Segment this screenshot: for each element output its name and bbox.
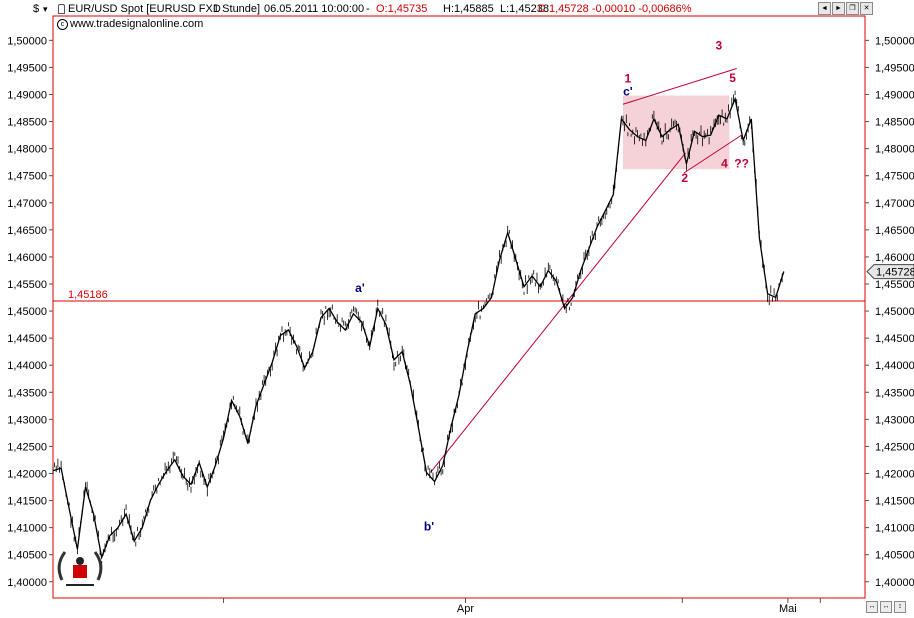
y-tick-label-left: 1,46000	[7, 252, 47, 264]
y-tick-label-right: 1,42500	[875, 441, 914, 453]
logo-square	[73, 565, 87, 578]
y-tick-label-right: 1,49500	[875, 62, 914, 74]
price-bars	[52, 90, 783, 567]
y-tick-label-right: 1,48500	[875, 117, 914, 129]
y-tick-label-right: 1,47000	[875, 198, 914, 210]
zoom-controls: ↔ ↔ ↕	[866, 601, 906, 613]
close-change-value: C:1,45728 -0,00010 -0,00686%	[538, 3, 692, 15]
wave-label: c'	[623, 85, 633, 99]
y-tick-label-left: 1,42000	[7, 468, 47, 480]
close-button[interactable]: ✕	[860, 2, 873, 15]
y-tick-label-left: 1,43500	[7, 387, 47, 399]
plot-frame	[52, 15, 866, 599]
separator: -	[366, 3, 370, 15]
trendline	[622, 68, 737, 105]
y-tick-label-left: 1,50000	[7, 35, 47, 47]
wave-label: 3	[715, 39, 722, 53]
window-controls: ◄ ► ❐ ✕	[818, 2, 873, 15]
y-tick-label-right: 1,43500	[875, 387, 914, 399]
reference-line-label: 1,45186	[68, 289, 108, 301]
instrument-name: EUR/USD Spot [EURUSD FXD	[68, 3, 221, 15]
y-tick-label-right: 1,45500	[875, 279, 914, 291]
wave-label: 2	[681, 171, 688, 185]
y-tick-label-left: 1,42500	[7, 441, 47, 453]
y-tick-label-right: 1,43000	[875, 414, 914, 426]
scroll-left-button[interactable]: ◄	[818, 2, 831, 15]
pan-horizontal-button[interactable]: ↔	[880, 601, 892, 613]
wave-label: 1	[625, 72, 632, 86]
y-tick-label-right: 1,50000	[875, 35, 914, 47]
trendline	[430, 152, 686, 473]
trendline	[683, 134, 742, 174]
wave-label: 4	[721, 157, 728, 171]
datetime-label: 06.05.2011 10:00:00	[264, 3, 365, 15]
source-label: www.tradesignalonline.com	[70, 18, 204, 30]
y-tick-label-left: 1,43000	[7, 414, 47, 426]
lock-icon	[58, 4, 65, 14]
y-tick-label-right: 1,44000	[875, 360, 914, 372]
interval-label: 1 Stunde]	[213, 3, 261, 15]
y-tick-label-left: 1,44500	[7, 333, 47, 345]
y-tick-label-left: 1,47000	[7, 198, 47, 210]
x-tick-label: Mai	[779, 603, 797, 615]
y-tick-label-right: 1,40000	[875, 577, 914, 589]
laurel-logo-icon	[57, 551, 103, 586]
y-tick-label-left: 1,49000	[7, 90, 47, 102]
y-tick-label-right: 1,41000	[875, 523, 914, 535]
y-tick-label-left: 1,46500	[7, 225, 47, 237]
y-tick-label-right: 1,49000	[875, 90, 914, 102]
open-value: O:1,45735	[376, 3, 428, 15]
y-tick-label-right: 1,46000	[875, 252, 914, 264]
y-tick-label-left: 1,44000	[7, 360, 47, 372]
y-tick-label-right: 1,42000	[875, 468, 914, 480]
y-tick-label-left: 1,48000	[7, 144, 47, 156]
y-tick-label-right: 1,40500	[875, 550, 914, 562]
y-tick-label-left: 1,41000	[7, 523, 47, 535]
y-tick-label-right: 1,46500	[875, 225, 914, 237]
y-tick-label-left: 1,49500	[7, 62, 47, 74]
scroll-right-button[interactable]: ►	[832, 2, 845, 15]
currency-symbol: $	[33, 3, 40, 15]
zoom-horizontal-button[interactable]: ↔	[866, 601, 878, 613]
y-tick-label-left: 1,47500	[7, 171, 47, 183]
y-tick-label-left: 1,40500	[7, 550, 47, 562]
laurel-left	[57, 551, 67, 581]
logo-head	[76, 557, 84, 565]
y-tick-label-left: 1,48500	[7, 117, 47, 129]
restore-button[interactable]: ❐	[846, 2, 859, 15]
zoom-vertical-button[interactable]: ↕	[894, 601, 906, 613]
y-tick-label-left: 1,41500	[7, 496, 47, 508]
laurel-right	[93, 551, 103, 581]
wave-label: a'	[355, 281, 365, 295]
last-price-marker	[866, 264, 914, 280]
y-tick-label-right: 1,41500	[875, 496, 914, 508]
y-tick-label-right: 1,45000	[875, 306, 914, 318]
y-tick-label-right: 1,44500	[875, 333, 914, 345]
consolidation-box	[623, 95, 730, 170]
y-tick-label-left: 1,40000	[7, 577, 47, 589]
wave-label: b'	[424, 519, 434, 533]
last-price-label: 1,45728	[876, 267, 914, 279]
wave-label: ??	[734, 157, 749, 171]
wave-label: 5	[729, 71, 736, 85]
y-tick-label-left: 1,45000	[7, 306, 47, 318]
dropdown-arrow-icon[interactable]: ▾	[43, 4, 48, 14]
y-tick-label-right: 1,48000	[875, 144, 914, 156]
low-value: L:1,45238	[500, 3, 549, 15]
y-tick-label-left: 1,45500	[7, 279, 47, 291]
copyright-icon: c	[57, 19, 68, 30]
x-tick-label: Apr	[457, 603, 474, 615]
high-value: H:1,45885	[443, 3, 494, 15]
chart-title-bar: $ ▾ EUR/USD Spot [EURUSD FXD 1 Stunde] 0…	[0, 0, 914, 18]
y-tick-label-right: 1,47500	[875, 171, 914, 183]
